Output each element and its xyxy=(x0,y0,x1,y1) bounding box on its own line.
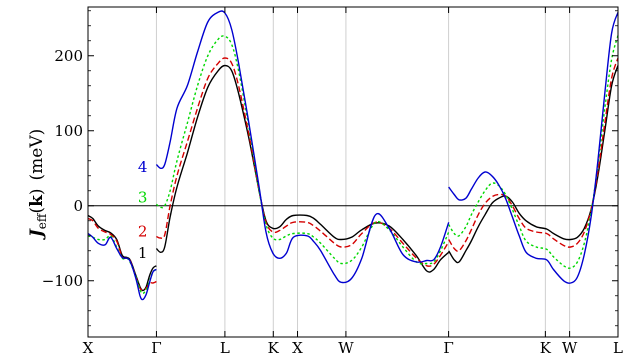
y-tick-labels: −100 0 100 200 xyxy=(42,47,83,290)
series-layer xyxy=(87,10,619,301)
xtick-label-8: W xyxy=(562,339,578,357)
xtick-label-3: K xyxy=(268,339,280,357)
ylabel-paren-open: ( xyxy=(27,207,47,214)
xtick-label-2: L xyxy=(220,339,230,357)
ytick-label-0: −100 xyxy=(42,272,83,290)
xtick-label-6: Γ xyxy=(443,339,453,357)
series-2-segment-0 xyxy=(87,217,157,291)
plot-frame xyxy=(87,6,619,338)
ylabel-sub: eff xyxy=(35,212,49,229)
series-4-segment-1 xyxy=(155,10,450,284)
curve-labels: 1 2 3 4 xyxy=(138,158,148,262)
ytick-label-1: 0 xyxy=(73,197,83,215)
xtick-label-4: X xyxy=(292,339,303,357)
series-4-segment-0 xyxy=(87,232,157,301)
series-2-segment-1 xyxy=(156,57,450,267)
tick-marks xyxy=(87,7,619,337)
xtick-label-5: W xyxy=(338,339,354,357)
grid-lines xyxy=(155,7,571,337)
ytick-label-2: 100 xyxy=(54,122,83,140)
series-1-segment-2 xyxy=(448,65,619,264)
series-1-segment-0 xyxy=(87,214,157,292)
ylabel-k: k xyxy=(27,194,47,207)
series-3-segment-1 xyxy=(155,35,450,265)
ylabel-paren-close: ) xyxy=(27,188,47,195)
series-3-segment-2 xyxy=(448,35,619,269)
series-1-segment-1 xyxy=(155,64,450,273)
xtick-label-7: K xyxy=(540,339,552,357)
ytick-label-3: 200 xyxy=(54,47,83,65)
xtick-label-9: L xyxy=(613,339,623,357)
curve-label-3: 3 xyxy=(138,189,148,207)
series-2-segment-2 xyxy=(448,57,619,252)
curve-label-1: 1 xyxy=(138,244,148,262)
series-4-segment-2 xyxy=(448,12,619,284)
curve-label-4: 4 xyxy=(138,158,148,176)
ylabel-unit: (meV) xyxy=(27,129,47,181)
xtick-label-1: Γ xyxy=(151,339,161,357)
y-axis-label: Jeff(k) (meV) xyxy=(27,129,49,240)
ylabel-main: J xyxy=(27,228,47,240)
xtick-label-0: X xyxy=(83,339,94,357)
curve-label-2: 2 xyxy=(138,222,148,240)
